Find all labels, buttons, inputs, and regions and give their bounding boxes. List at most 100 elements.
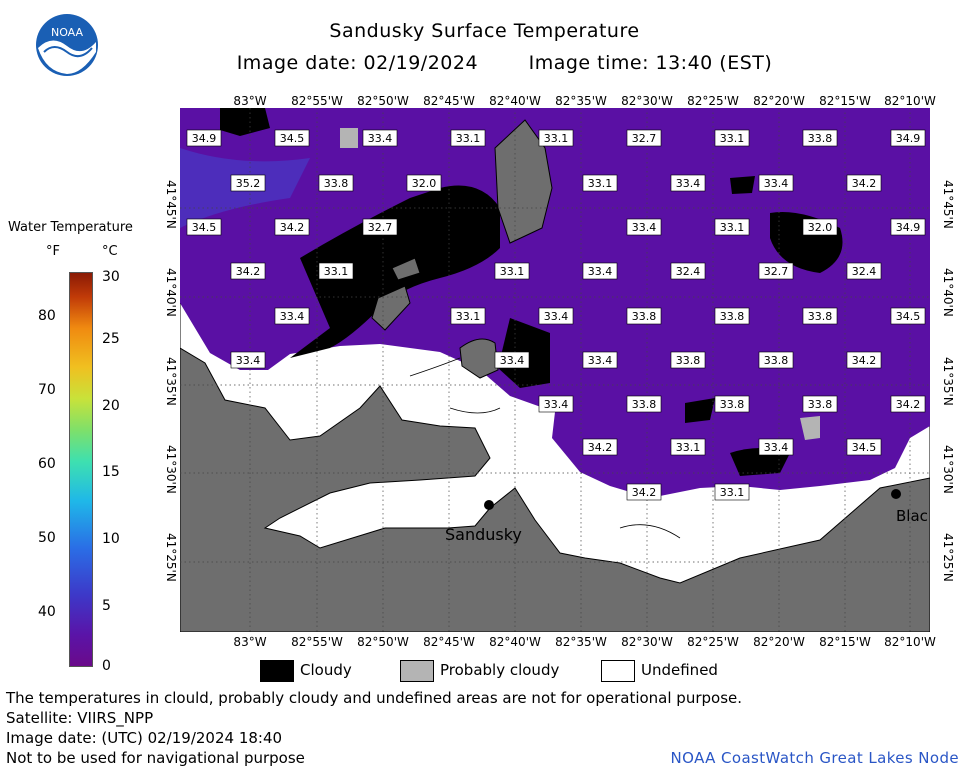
- c-tick: 10: [102, 531, 120, 547]
- svg-text:32.0: 32.0: [808, 221, 833, 234]
- c-tick: 15: [102, 464, 120, 480]
- svg-text:34.9: 34.9: [192, 132, 217, 145]
- svg-text:32.0: 32.0: [412, 177, 437, 190]
- svg-text:33.1: 33.1: [588, 177, 613, 190]
- lat-label-right: 41°30'N: [941, 445, 955, 494]
- temperature-label: 34.2: [846, 351, 882, 369]
- coastal-contour: [409, 357, 681, 539]
- svg-text:33.1: 33.1: [720, 486, 745, 499]
- temperature-label: 34.2: [846, 174, 882, 192]
- temperature-label: 32.7: [758, 262, 794, 280]
- svg-text:35.2: 35.2: [236, 177, 261, 190]
- temperature-label: 33.1: [450, 129, 486, 147]
- temperature-label: 34.2: [230, 262, 266, 280]
- temperature-label: 33.4: [758, 174, 794, 192]
- legend-swatch-cloudy: [260, 660, 294, 682]
- temperature-label: 33.1: [538, 129, 574, 147]
- lon-label-bottom: 83°W: [233, 635, 267, 649]
- c-tick: 20: [102, 398, 120, 414]
- svg-text:34.5: 34.5: [896, 310, 921, 323]
- legend-swatch-undefined: [601, 660, 635, 682]
- temperature-map[interactable]: 34.9 34.5 33.4 33.1 33.1 32.7 33.1 33.8 34.9 35.2…: [180, 108, 930, 632]
- lon-label-bottom: 82°40'W: [489, 635, 541, 649]
- temperature-label: 32.7: [362, 218, 398, 236]
- svg-text:33.4: 33.4: [632, 221, 657, 234]
- lon-label-bottom: 82°10'W: [884, 635, 936, 649]
- temperature-label: 33.8: [670, 351, 706, 369]
- temperature-label: 32.4: [846, 262, 882, 280]
- f-tick: 60: [38, 456, 56, 472]
- temperature-label: 33.8: [626, 395, 662, 413]
- image-date: Image date: 02/19/2024: [236, 52, 479, 74]
- svg-text:33.8: 33.8: [720, 310, 745, 323]
- lon-label-bottom: 82°50'W: [357, 635, 409, 649]
- lat-label-right: 41°35'N: [941, 357, 955, 406]
- temperature-label: 33.1: [714, 218, 750, 236]
- svg-text:34.2: 34.2: [896, 398, 921, 411]
- temperature-label: 33.1: [318, 262, 354, 280]
- temperature-label: 34.5: [274, 129, 310, 147]
- temperature-label: 32.0: [802, 218, 838, 236]
- note-operational: The temperatures in clould, probably clo…: [6, 689, 743, 707]
- svg-text:33.4: 33.4: [280, 310, 305, 323]
- lat-label-left: 41°35'N: [164, 357, 178, 406]
- lon-label-top: 82°25'W: [687, 94, 739, 108]
- temperature-label: 33.8: [802, 129, 838, 147]
- f-tick: 40: [38, 604, 56, 620]
- svg-text:32.7: 32.7: [764, 265, 789, 278]
- lon-label-bottom: 82°45'W: [423, 635, 475, 649]
- lat-label-right: 41°45'N: [941, 180, 955, 229]
- svg-text:34.5: 34.5: [192, 221, 217, 234]
- temperature-label: 32.4: [670, 262, 706, 280]
- temperature-label: 33.4: [582, 262, 618, 280]
- temperature-label: 33.4: [538, 307, 574, 325]
- city-marker-blac: [891, 489, 901, 499]
- temperature-label: 34.9: [890, 218, 926, 236]
- svg-text:34.2: 34.2: [280, 221, 305, 234]
- temperature-label: 34.5: [846, 438, 882, 456]
- scale-title: Water Temperature: [8, 220, 133, 235]
- svg-text:33.4: 33.4: [544, 310, 569, 323]
- probably-cloudy-area: [340, 128, 358, 148]
- temperature-label: 33.8: [802, 307, 838, 325]
- temperature-label: 33.1: [450, 307, 486, 325]
- cloud-area: [685, 398, 715, 423]
- svg-text:32.4: 32.4: [852, 265, 877, 278]
- lon-label-bottom: 82°15'W: [819, 635, 871, 649]
- svg-text:33.4: 33.4: [236, 354, 261, 367]
- lat-label-right: 41°25'N: [941, 533, 955, 582]
- temperature-label: 33.4: [362, 129, 398, 147]
- lat-label-left: 41°30'N: [164, 445, 178, 494]
- temperature-label: 33.4: [494, 351, 530, 369]
- temperature-label: 33.8: [714, 395, 750, 413]
- lon-label-top: 82°45'W: [423, 94, 475, 108]
- lon-label-top: 82°10'W: [884, 94, 936, 108]
- city-label-blac: Blac: [896, 507, 928, 525]
- lon-label-top: 82°55'W: [291, 94, 343, 108]
- lon-label-bottom: 82°20'W: [753, 635, 805, 649]
- temperature-label: 33.8: [758, 351, 794, 369]
- svg-text:32.7: 32.7: [632, 132, 657, 145]
- c-tick: 5: [102, 598, 111, 614]
- f-tick: 50: [38, 530, 56, 546]
- temperature-label: 34.2: [626, 483, 662, 501]
- svg-text:33.1: 33.1: [720, 132, 745, 145]
- lat-label-left: 41°40'N: [164, 268, 178, 317]
- temperature-label: 33.8: [802, 395, 838, 413]
- temperature-label: 33.4: [670, 174, 706, 192]
- temperature-label: 34.9: [890, 129, 926, 147]
- map-grid: [180, 108, 930, 632]
- logo-text: NOAA: [51, 26, 84, 39]
- temperature-label: 34.2: [890, 395, 926, 413]
- temperature-label: 33.1: [494, 262, 530, 280]
- temperature-label: 33.1: [714, 483, 750, 501]
- temperature-label: 34.9: [186, 129, 222, 147]
- lon-label-top: 82°35'W: [555, 94, 607, 108]
- note-satellite: Satellite: VIIRS_NPP: [6, 709, 154, 727]
- temperature-label: 33.1: [670, 438, 706, 456]
- temperature-colorbar: [69, 272, 93, 667]
- svg-text:34.9: 34.9: [896, 221, 921, 234]
- credit: NOAA CoastWatch Great Lakes Node: [670, 749, 959, 767]
- lon-label-bottom: 82°35'W: [555, 635, 607, 649]
- map-title: Sandusky Surface Temperature: [329, 20, 640, 42]
